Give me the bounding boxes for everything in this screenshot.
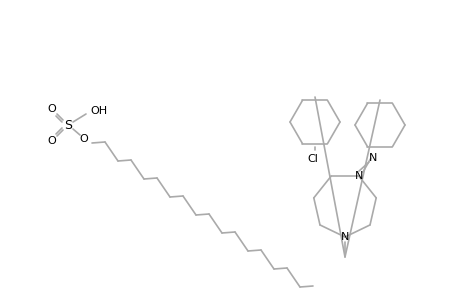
Text: N: N — [354, 171, 362, 181]
Text: O: O — [48, 136, 56, 146]
Text: N: N — [368, 153, 376, 163]
Text: S: S — [64, 118, 72, 131]
Text: Cl: Cl — [306, 154, 317, 164]
Text: O: O — [79, 134, 88, 144]
Text: O: O — [48, 104, 56, 114]
Text: N: N — [340, 232, 348, 242]
Text: OH: OH — [90, 106, 107, 116]
